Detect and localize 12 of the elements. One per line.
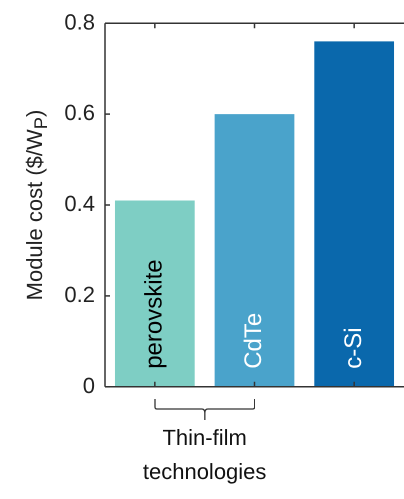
bar [114,200,195,387]
x-tick-label: c-Si [340,327,367,369]
y-tick-label: 0 [82,372,95,398]
y-tick-label: 0.2 [64,282,95,307]
bar [214,114,294,387]
x-tick-label: CdTe [240,312,268,369]
y-tick-label: 0.6 [64,100,95,126]
bar [314,41,394,387]
text: Thin-film technologies [142,424,268,486]
y-tick-label: 0.8 [64,9,95,34]
y-tick-label: 0.4 [64,191,95,216]
x-tick-label: perovskite [140,259,168,369]
